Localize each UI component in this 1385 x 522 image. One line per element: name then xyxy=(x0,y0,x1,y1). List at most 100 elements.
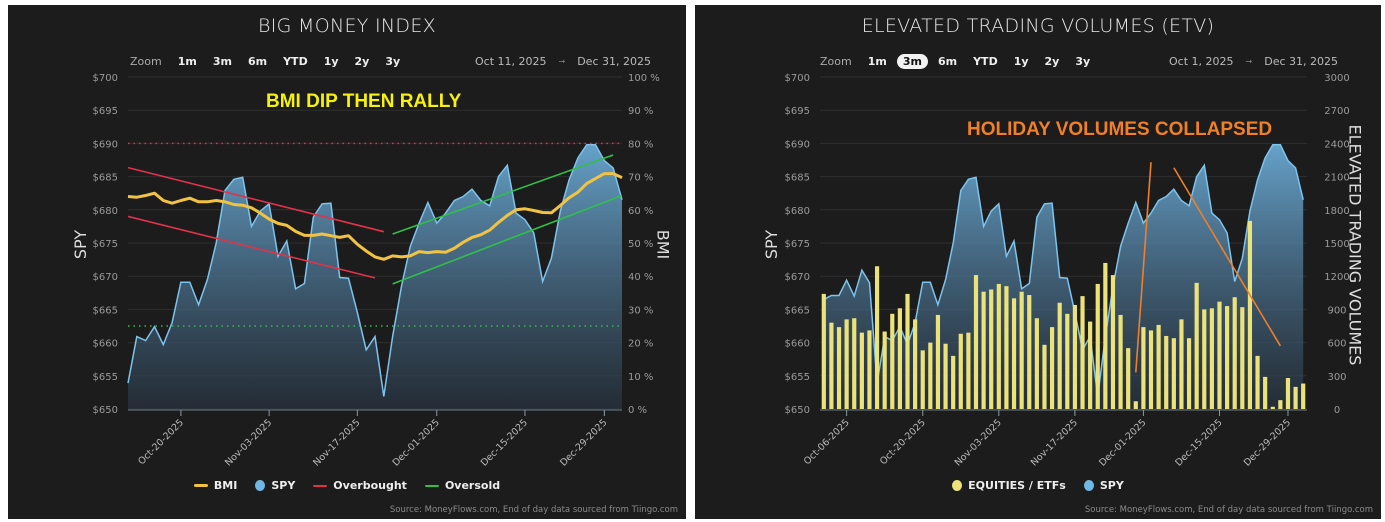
zoom-1m-button[interactable]: 1m xyxy=(867,55,887,68)
volume-bar[interactable] xyxy=(989,289,994,409)
volume-bar[interactable] xyxy=(844,319,849,409)
volume-bar[interactable] xyxy=(928,342,933,409)
volume-bar[interactable] xyxy=(1103,262,1108,409)
zoom-6m-button[interactable]: 6m xyxy=(247,55,268,68)
y2-tick-label: 900 xyxy=(1327,305,1346,316)
volume-bar[interactable] xyxy=(1270,406,1275,409)
volume-bar[interactable] xyxy=(1141,327,1146,409)
x-tick-label: Oct-20-2025 xyxy=(136,417,186,467)
volume-bar[interactable] xyxy=(890,313,895,409)
volume-bar[interactable] xyxy=(958,333,963,409)
range-to-input[interactable]: Dec 31, 2025 xyxy=(577,55,651,68)
volume-bar[interactable] xyxy=(981,291,986,409)
y-tick-label: $655 xyxy=(785,372,810,383)
range-from-input[interactable]: Oct 1, 2025 xyxy=(1169,55,1234,68)
volume-bar[interactable] xyxy=(1019,291,1024,409)
zoom-ytd-button[interactable]: YTD xyxy=(283,55,308,68)
zoom-ytd-button[interactable]: YTD xyxy=(973,55,998,68)
zoom-3y-button[interactable]: 3y xyxy=(1075,55,1091,68)
volume-bar[interactable] xyxy=(1148,330,1154,409)
volume-bar[interactable] xyxy=(943,343,948,409)
volume-bar[interactable] xyxy=(905,293,910,409)
legend-item-oversold[interactable]: Oversold xyxy=(424,479,500,492)
legend-item-bmi[interactable]: BMI xyxy=(193,479,237,492)
volume-bar[interactable] xyxy=(996,283,1001,409)
spy-line xyxy=(823,143,1304,397)
volume-bar[interactable] xyxy=(1263,376,1268,409)
zoom-3y-button[interactable]: 3y xyxy=(385,55,401,68)
volume-bar[interactable] xyxy=(1133,401,1138,409)
volume-bar[interactable] xyxy=(1049,327,1055,409)
y-tick-label: $685 xyxy=(785,173,810,184)
volume-bar[interactable] xyxy=(859,332,864,409)
volume-bar[interactable] xyxy=(1042,344,1047,409)
volume-bar[interactable] xyxy=(1057,302,1062,409)
legend-label: SPY xyxy=(271,479,296,492)
volume-bar[interactable] xyxy=(1080,296,1085,409)
volume-bar[interactable] xyxy=(874,266,880,409)
volume-bar[interactable] xyxy=(1034,318,1039,409)
volume-bar[interactable] xyxy=(1278,400,1283,409)
volume-bar[interactable] xyxy=(1027,295,1032,409)
volume-bar[interactable] xyxy=(1225,306,1230,409)
volume-bar[interactable] xyxy=(1255,355,1260,409)
y2-tick-label: 90 % xyxy=(628,106,653,117)
volume-bar[interactable] xyxy=(1202,309,1207,409)
legend-item-equities[interactable]: EQUITIES / ETFs xyxy=(952,479,1066,492)
zoom-3m-button[interactable]: 3m xyxy=(896,54,928,69)
legend-item-overbought[interactable]: Overbought xyxy=(313,479,407,492)
volume-bar[interactable] xyxy=(920,350,925,409)
volume-bar[interactable] xyxy=(1011,298,1017,409)
y-tick-label: $650 xyxy=(785,405,810,416)
legend-item-spy[interactable]: SPY xyxy=(255,479,295,492)
y2-tick-label: 1200 xyxy=(1324,272,1349,283)
volume-bar[interactable] xyxy=(973,275,979,409)
x-tick-label: Dec-29-2025 xyxy=(1242,417,1293,468)
legend-item-spy[interactable]: SPY xyxy=(1083,479,1124,492)
volume-bar[interactable] xyxy=(1110,275,1116,409)
volume-bar[interactable] xyxy=(836,327,842,409)
volume-bar[interactable] xyxy=(1247,220,1253,409)
volume-bar[interactable] xyxy=(1126,348,1131,409)
volume-bar[interactable] xyxy=(852,318,857,409)
volume-bar[interactable] xyxy=(821,293,826,409)
zoom-1y-button[interactable]: 1y xyxy=(1013,55,1029,68)
volume-bar[interactable] xyxy=(1004,286,1009,409)
zoom-1m-button[interactable]: 1m xyxy=(177,55,197,68)
volume-bar[interactable] xyxy=(913,319,918,409)
volume-bar[interactable] xyxy=(1186,338,1192,409)
volume-bar[interactable] xyxy=(897,308,902,409)
zoom-2y-button[interactable]: 2y xyxy=(354,55,370,68)
volume-bar[interactable] xyxy=(1171,338,1176,409)
volume-bar[interactable] xyxy=(1179,319,1184,409)
volume-bar[interactable] xyxy=(1217,301,1222,409)
range-from-input[interactable]: Oct 11, 2025 xyxy=(475,55,547,68)
volume-bar[interactable] xyxy=(1088,321,1093,409)
volume-bar[interactable] xyxy=(1072,304,1078,409)
volume-bar[interactable] xyxy=(935,314,941,409)
volume-bar[interactable] xyxy=(1209,308,1214,409)
volume-bar[interactable] xyxy=(1293,386,1298,409)
range-to-input[interactable]: Dec 31, 2025 xyxy=(1264,55,1338,68)
volume-bar[interactable] xyxy=(1240,307,1245,409)
volume-bar[interactable] xyxy=(867,330,872,409)
volume-bar[interactable] xyxy=(1095,283,1100,409)
volume-bar[interactable] xyxy=(829,322,834,409)
volume-bar[interactable] xyxy=(951,355,956,409)
volume-bar[interactable] xyxy=(1118,314,1123,409)
volume-bar[interactable] xyxy=(1285,378,1291,409)
volume-bar[interactable] xyxy=(1065,313,1070,409)
zoom-2y-button[interactable]: 2y xyxy=(1044,55,1060,68)
y2-tick-label: 60 % xyxy=(628,206,653,217)
volume-bar[interactable] xyxy=(1156,324,1161,409)
zoom-6m-button[interactable]: 6m xyxy=(937,55,958,68)
zoom-1y-button[interactable]: 1y xyxy=(323,55,339,68)
volume-bar[interactable] xyxy=(1164,335,1169,409)
x-tick-label: Dec-15-2025 xyxy=(1173,417,1224,468)
volume-bar[interactable] xyxy=(1194,282,1199,409)
volume-bar[interactable] xyxy=(1301,383,1306,409)
volume-bar[interactable] xyxy=(882,331,887,409)
volume-bar[interactable] xyxy=(966,332,971,409)
volume-bar[interactable] xyxy=(1232,297,1237,409)
zoom-3m-button[interactable]: 3m xyxy=(212,55,232,68)
